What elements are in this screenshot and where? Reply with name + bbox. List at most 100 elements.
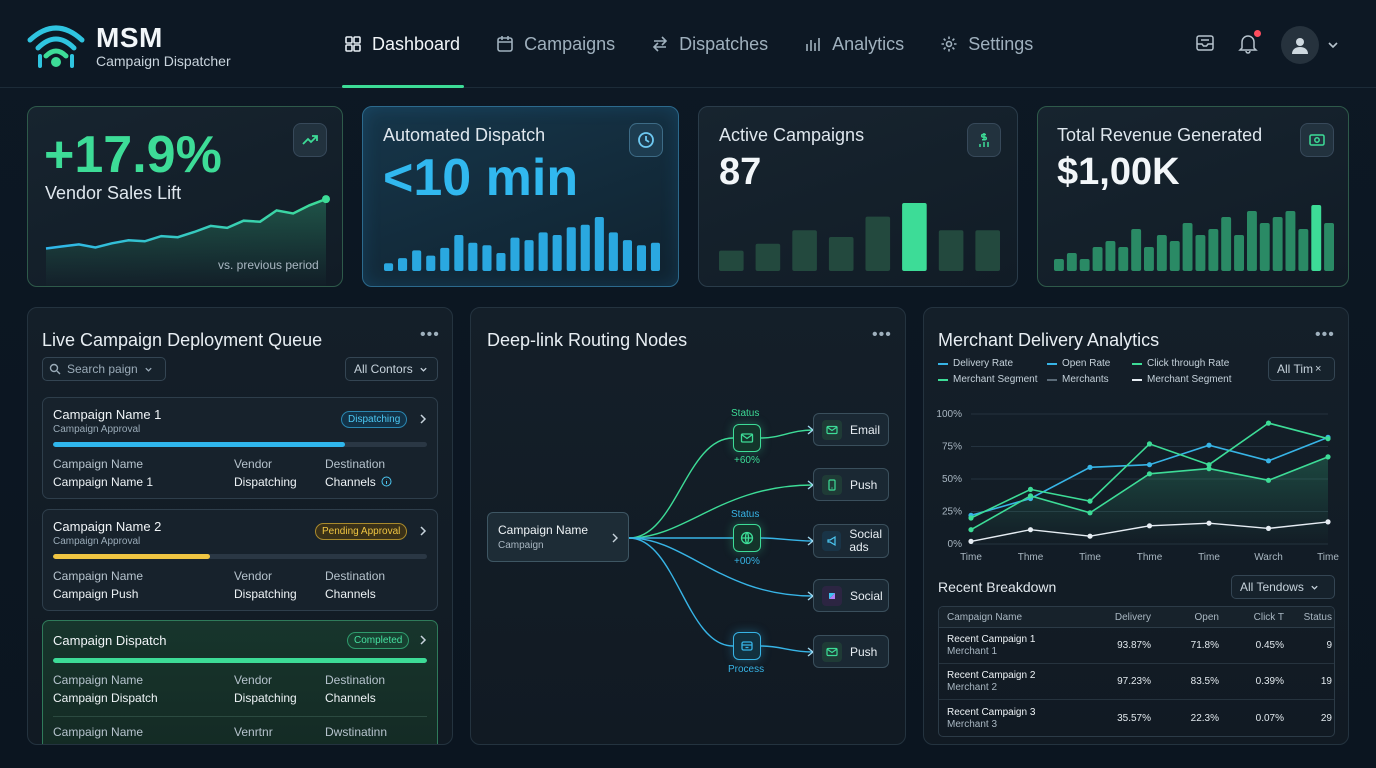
- field-value: Dispatching: [234, 587, 297, 601]
- process-hub[interactable]: [733, 632, 761, 660]
- vendor-field: Vendor Dispatching: [234, 457, 297, 489]
- bar: [594, 217, 604, 271]
- breakdown-filter[interactable]: All Tendows: [1231, 575, 1335, 599]
- inbox-icon[interactable]: [1194, 32, 1216, 54]
- series-point: [1027, 527, 1034, 533]
- bar: [1092, 247, 1103, 271]
- series-point: [1325, 519, 1331, 525]
- avatar[interactable]: [1281, 26, 1319, 64]
- target-label: Social ads: [849, 527, 883, 554]
- target-node-push-2[interactable]: Push: [813, 635, 889, 668]
- status-badge: Dispatching: [341, 411, 408, 428]
- series-point: [1027, 486, 1034, 492]
- hub-top-label: Status: [731, 408, 760, 419]
- delivery-analytics-panel: Merchant Delivery Analytics ••• Delivery…: [923, 307, 1349, 745]
- queue-card[interactable]: Campaign Dispatch Completed Campaign Nam…: [42, 620, 438, 744]
- more-options-icon[interactable]: •••: [1315, 326, 1335, 343]
- web-hub[interactable]: [733, 524, 761, 552]
- field-label: Destination: [325, 673, 386, 687]
- queue-card[interactable]: Campaign Name 2 Campaign Approval Pendin…: [42, 509, 438, 611]
- table-row[interactable]: Recent Campaign 2 Merchant 2 97.23% 83.5%…: [939, 664, 1334, 700]
- target-node-email[interactable]: Email: [813, 413, 889, 446]
- range-value: All Tim: [1277, 362, 1313, 376]
- megaphone-icon: [822, 531, 842, 551]
- chevron-down-icon: [420, 367, 427, 372]
- bar: [510, 237, 520, 271]
- phone-icon: [822, 474, 842, 495]
- nav-settings[interactable]: Settings: [938, 0, 1035, 88]
- status-badge: Pending Approval: [315, 523, 408, 540]
- series-point: [968, 515, 974, 521]
- source-node[interactable]: Campaign Name Campaign: [487, 512, 629, 562]
- chevron-down-icon[interactable]: [1326, 38, 1340, 52]
- clock-button[interactable]: [629, 123, 663, 157]
- target-node-push[interactable]: Push: [813, 468, 889, 501]
- target-node-social-ads[interactable]: Social ads: [813, 524, 889, 558]
- destination-field: Destination Channels: [325, 569, 385, 601]
- bar: [440, 247, 450, 271]
- target-label: Email: [850, 422, 881, 437]
- bar: [1195, 235, 1206, 271]
- bar: [1247, 211, 1257, 271]
- nav-campaigns[interactable]: Campaigns: [494, 0, 617, 88]
- table-row[interactable]: Recent Campaign 1 Merchant 1 93.87% 71.8%…: [939, 628, 1334, 664]
- trend-line: [45, 197, 327, 250]
- chevron-right-icon[interactable]: [418, 525, 428, 537]
- bar: [1324, 223, 1334, 271]
- partial-vendor-field: Venrtnr: [234, 725, 273, 739]
- trend-button[interactable]: [293, 123, 327, 157]
- contractor-filter[interactable]: All Contors: [345, 357, 438, 381]
- bar: [938, 230, 964, 271]
- click-cell: 0.07%: [1255, 712, 1284, 724]
- y-tick-label: 75%: [942, 442, 962, 453]
- series-point: [968, 538, 974, 544]
- series-point: [1146, 441, 1153, 447]
- social-icon: [822, 585, 842, 606]
- bar: [1118, 247, 1129, 271]
- y-tick-label: 0%: [948, 539, 963, 550]
- target-label: Push: [850, 477, 878, 492]
- kpi-value: $1,00K: [1057, 151, 1180, 193]
- legend-item: Open Rate: [1047, 358, 1110, 369]
- y-tick-label: 50%: [942, 474, 962, 485]
- email-hub[interactable]: [733, 424, 761, 452]
- table-header: Campaign Name Delivery Open Click T Stat…: [939, 607, 1334, 628]
- filter-value: All Contors: [354, 362, 413, 376]
- more-options-icon[interactable]: •••: [420, 326, 440, 343]
- nav-label: Dashboard: [372, 33, 461, 54]
- destination-field: Destination Channels: [325, 673, 385, 705]
- more-options-icon[interactable]: •••: [872, 326, 892, 343]
- queue-card[interactable]: Campaign Name 1 Campaign Approval Dispat…: [42, 397, 438, 499]
- card-title: Campaign Name 1: [53, 407, 162, 422]
- nav-analytics[interactable]: Analytics: [802, 0, 906, 88]
- time-range-select[interactable]: All Tim ×: [1268, 357, 1335, 381]
- source-subtitle: Campaign: [498, 540, 544, 551]
- progress-bar: [53, 658, 427, 663]
- nav-dispatches[interactable]: Dispatches: [649, 0, 770, 88]
- bell-icon[interactable]: [1237, 32, 1259, 54]
- table-row[interactable]: Recent Campaign 3 Merchant 3 35.57% 22.3%…: [939, 700, 1334, 736]
- breakdown-title: Recent Breakdown: [938, 579, 1057, 595]
- target-node-social[interactable]: Social: [813, 579, 889, 612]
- revenue-button[interactable]: [1300, 123, 1334, 157]
- kpi-note: vs. previous period: [218, 258, 319, 272]
- campaign-name: Recent Campaign 2: [947, 670, 1036, 681]
- search-input[interactable]: Search paign: [42, 357, 166, 381]
- bar: [1311, 205, 1322, 271]
- close-icon[interactable]: ×: [1315, 363, 1322, 375]
- package-icon: [741, 641, 753, 651]
- chevron-right-icon[interactable]: [418, 634, 428, 646]
- campaign-stats-button[interactable]: [967, 123, 1001, 157]
- bar: [865, 216, 891, 271]
- bar: [902, 203, 927, 271]
- banknote-icon: [1309, 134, 1325, 146]
- x-tick-label: Warch: [1254, 552, 1283, 563]
- vendor-field: Vendor Dispatching: [234, 569, 297, 601]
- chevron-right-icon[interactable]: [418, 413, 428, 425]
- brand-title: MSM: [96, 22, 163, 53]
- bar: [1208, 229, 1219, 271]
- bar: [828, 237, 854, 271]
- info-icon[interactable]: [381, 476, 392, 487]
- bar: [1131, 229, 1142, 271]
- nav-dashboard[interactable]: Dashboard: [342, 0, 465, 88]
